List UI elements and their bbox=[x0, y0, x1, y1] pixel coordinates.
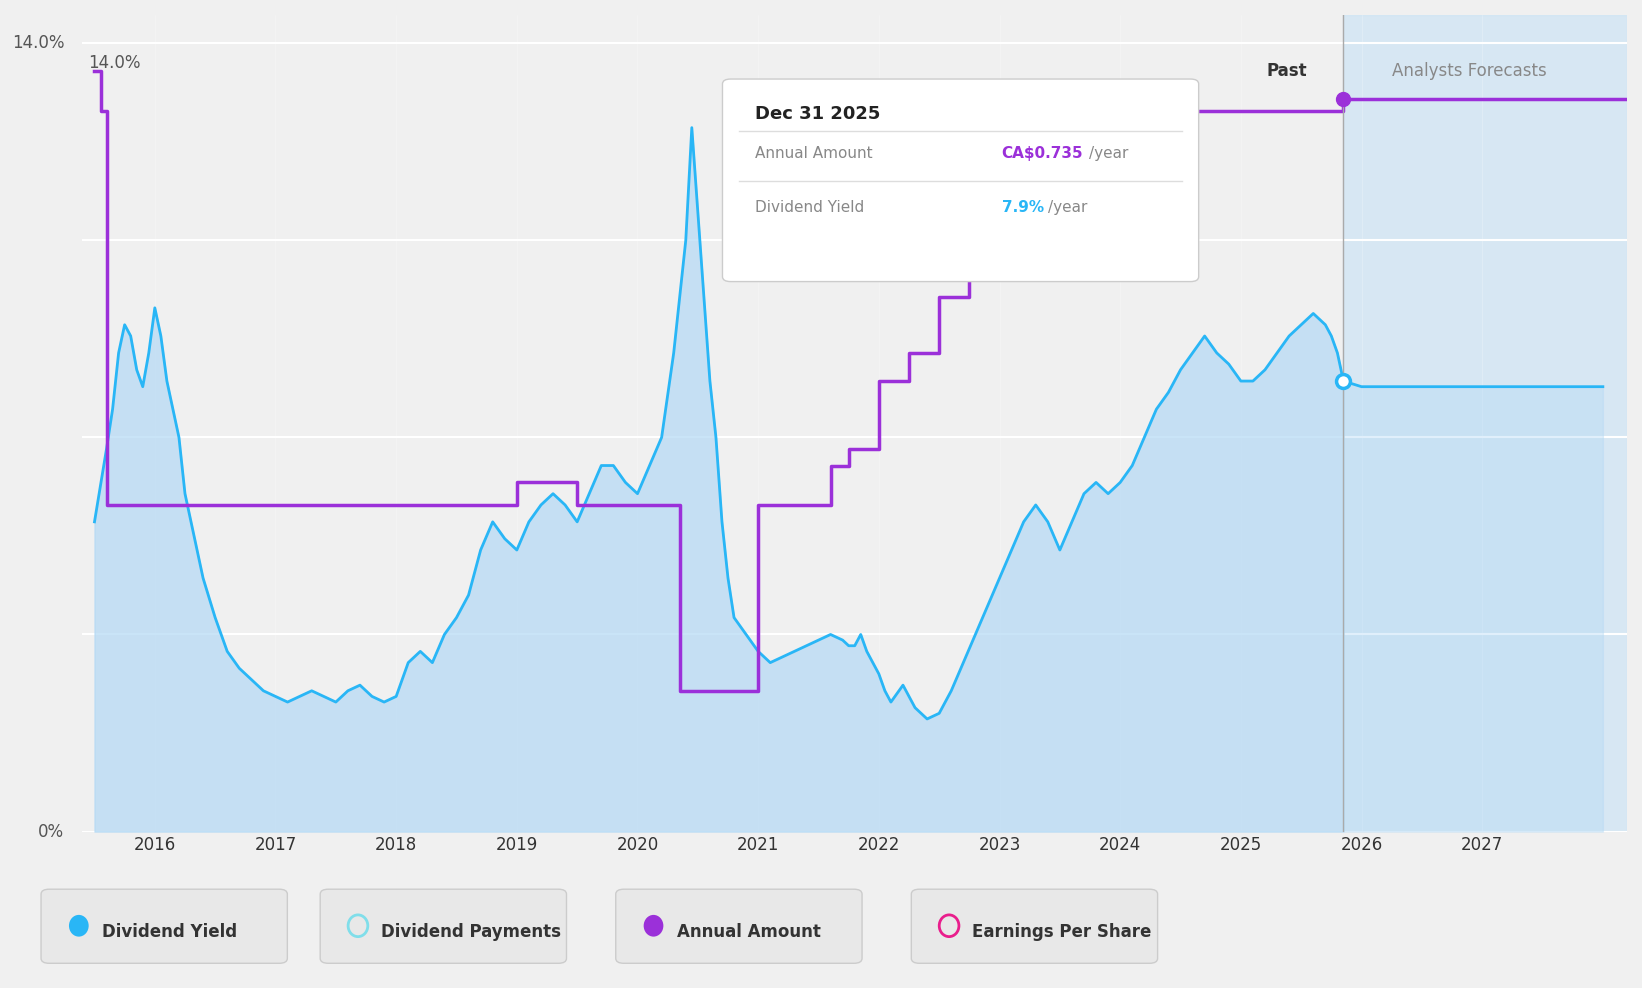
Bar bbox=[1343, 15, 1627, 832]
Text: Analysts Forecasts: Analysts Forecasts bbox=[1392, 62, 1547, 80]
Text: Earnings Per Share: Earnings Per Share bbox=[972, 923, 1151, 941]
Text: Annual Amount: Annual Amount bbox=[677, 923, 821, 941]
Text: CA$0.735: CA$0.735 bbox=[1002, 146, 1084, 161]
Text: Past: Past bbox=[1266, 62, 1307, 80]
Text: Dividend Yield: Dividend Yield bbox=[755, 201, 865, 215]
Text: /year: /year bbox=[1089, 146, 1128, 161]
Text: 7.9%: 7.9% bbox=[1002, 201, 1044, 215]
Text: /year: /year bbox=[1048, 201, 1087, 215]
Text: Dec 31 2025: Dec 31 2025 bbox=[755, 105, 880, 123]
Text: 14.0%: 14.0% bbox=[11, 35, 64, 52]
Text: Dividend Payments: Dividend Payments bbox=[381, 923, 562, 941]
Text: 0%: 0% bbox=[38, 823, 64, 841]
Text: Annual Amount: Annual Amount bbox=[755, 146, 874, 161]
Text: Dividend Yield: Dividend Yield bbox=[102, 923, 236, 941]
Text: 14.0%: 14.0% bbox=[89, 54, 141, 72]
